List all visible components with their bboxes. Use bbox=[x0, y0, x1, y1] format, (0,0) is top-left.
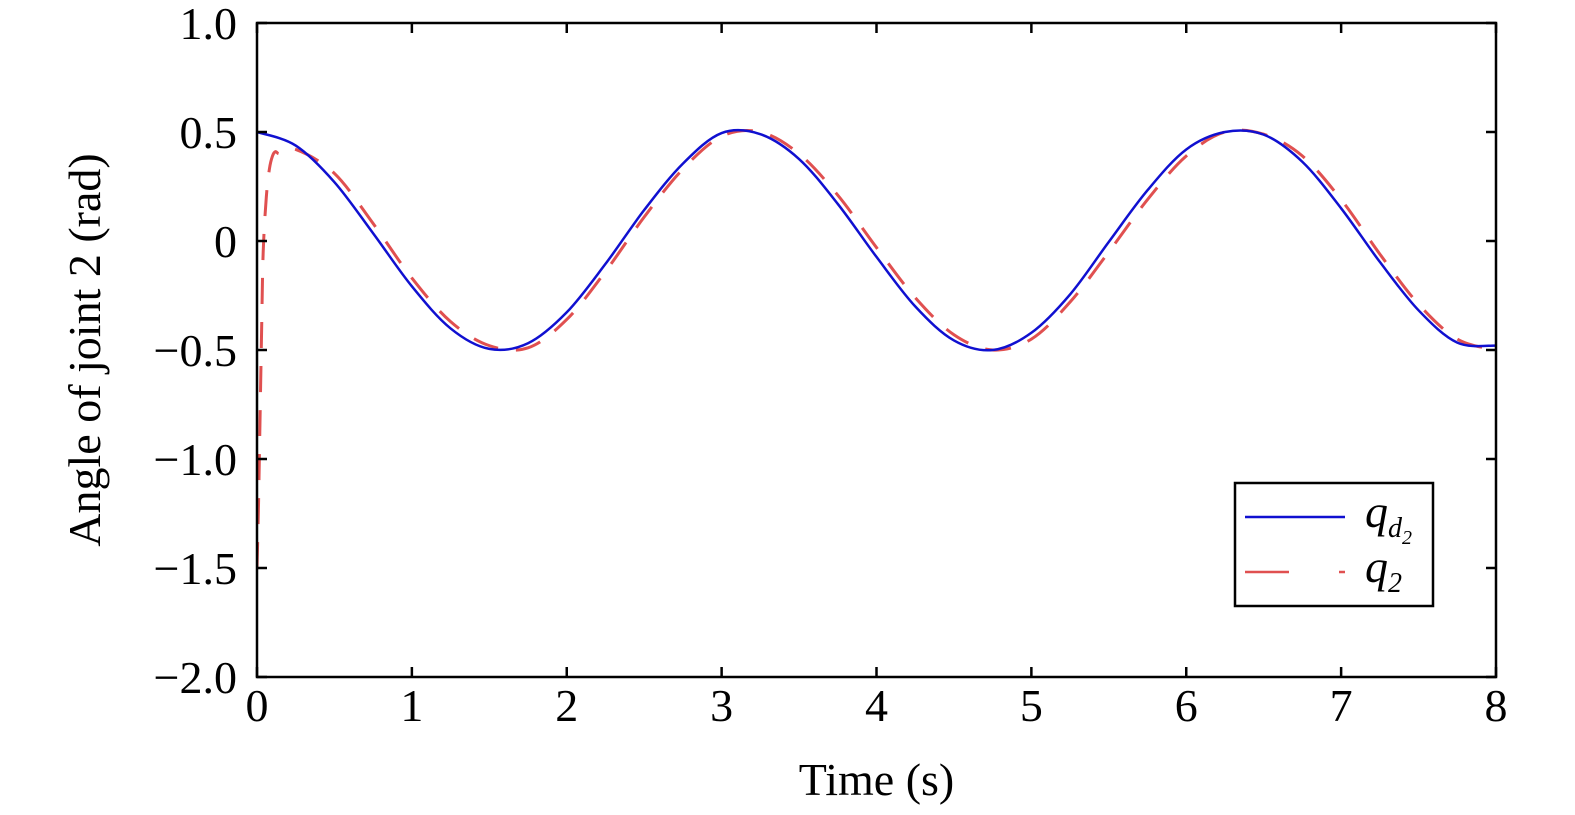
y-tick-label: −1.0 bbox=[154, 434, 237, 485]
x-tick-label: 2 bbox=[555, 680, 578, 731]
x-tick-label: 0 bbox=[246, 680, 269, 731]
x-tick-label: 3 bbox=[710, 680, 733, 731]
legend-label-desired: qd2 bbox=[1365, 486, 1412, 549]
y-tick-label: 1.0 bbox=[180, 0, 238, 49]
x-tick-label: 5 bbox=[1020, 680, 1043, 731]
y-tick-label: 0.5 bbox=[180, 107, 238, 158]
series-line-actual bbox=[257, 128, 1496, 569]
y-axis-label: Angle of joint 2 (rad) bbox=[59, 153, 110, 546]
y-tick-label: 0 bbox=[214, 216, 237, 267]
tick-labels: 0 1 2 3 4 5 6 7 8 1.0 0.5 0 −0.5 −1.0 −1.5 −2.0 bbox=[154, 0, 1508, 731]
legend: qd2 q2 bbox=[1233, 481, 1435, 608]
y-tick-label: −1.5 bbox=[154, 543, 237, 594]
y-tick-label: −0.5 bbox=[154, 325, 237, 376]
x-tick-label: 6 bbox=[1175, 680, 1198, 731]
x-tick-label: 7 bbox=[1330, 680, 1353, 731]
legend-box bbox=[1233, 481, 1435, 608]
legend-label-actual: q2 bbox=[1365, 541, 1402, 599]
x-tick-label: 8 bbox=[1485, 680, 1508, 731]
x-axis-label: Time (s) bbox=[799, 754, 955, 805]
plot-area bbox=[257, 128, 1496, 569]
series-line-desired bbox=[257, 128, 1496, 352]
y-tick-label: −2.0 bbox=[154, 652, 237, 703]
axis-ticks bbox=[255, 21, 1498, 679]
x-tick-label: 4 bbox=[865, 680, 888, 731]
x-tick-label: 1 bbox=[400, 680, 423, 731]
